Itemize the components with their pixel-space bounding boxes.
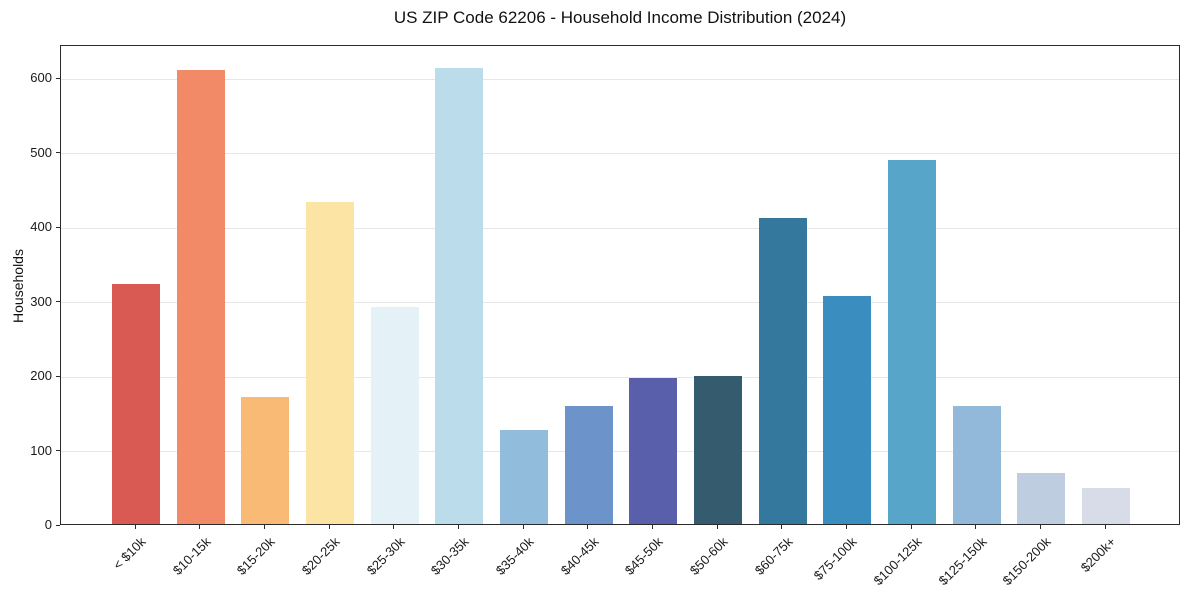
y-tick-label: 600	[30, 70, 52, 86]
bar	[694, 375, 742, 524]
y-tick-mark	[56, 524, 60, 526]
x-tick-label: < $10k	[110, 534, 149, 573]
x-tick-mark	[975, 525, 977, 529]
y-tick-mark	[56, 77, 60, 79]
y-tick-mark	[56, 301, 60, 303]
bar	[176, 70, 225, 524]
bar	[758, 218, 807, 524]
bar	[564, 405, 613, 524]
y-tick-mark	[56, 375, 60, 377]
x-tick-mark	[910, 525, 912, 529]
y-tick-label: 400	[30, 219, 52, 235]
bar	[306, 201, 354, 524]
y-tick-mark	[56, 152, 60, 154]
x-tick-mark	[1104, 525, 1106, 529]
y-tick-label: 500	[30, 144, 52, 160]
bar	[1017, 472, 1066, 524]
grid-line	[61, 451, 1179, 453]
y-axis-label: Households	[10, 249, 26, 323]
grid-line	[61, 376, 1179, 378]
bar	[952, 405, 1001, 524]
x-tick-mark	[716, 525, 718, 529]
bar	[629, 378, 678, 524]
plot-area	[60, 45, 1180, 525]
y-tick-mark	[56, 450, 60, 452]
chart-title: US ZIP Code 62206 - Household Income Dis…	[393, 8, 847, 27]
bar	[888, 160, 936, 524]
x-tick-mark	[587, 525, 589, 529]
y-tick-label: 0	[44, 517, 52, 532]
bar	[241, 396, 290, 524]
x-tick-mark	[134, 525, 136, 529]
x-tick-mark	[393, 525, 395, 529]
bar	[112, 284, 160, 524]
bar	[370, 307, 419, 524]
grid-line	[61, 153, 1179, 155]
bar	[1082, 488, 1130, 524]
y-tick-mark	[56, 226, 60, 228]
bar	[500, 429, 548, 524]
grid-line	[61, 302, 1179, 304]
x-tick-mark	[845, 525, 847, 529]
x-tick-mark	[522, 525, 524, 529]
x-tick-mark	[328, 525, 330, 529]
x-tick-mark	[1039, 525, 1041, 529]
y-tick-label: 300	[30, 293, 52, 309]
x-tick-mark	[651, 525, 653, 529]
x-tick-mark	[457, 525, 459, 529]
grid-line	[61, 78, 1179, 80]
x-tick-mark	[263, 525, 265, 529]
y-tick-label: 100	[30, 442, 52, 458]
bar	[435, 67, 484, 524]
grid-line	[61, 227, 1179, 229]
x-tick-mark	[199, 525, 201, 529]
bar	[823, 295, 872, 524]
x-tick-mark	[781, 525, 783, 529]
y-tick-label: 200	[30, 368, 52, 384]
